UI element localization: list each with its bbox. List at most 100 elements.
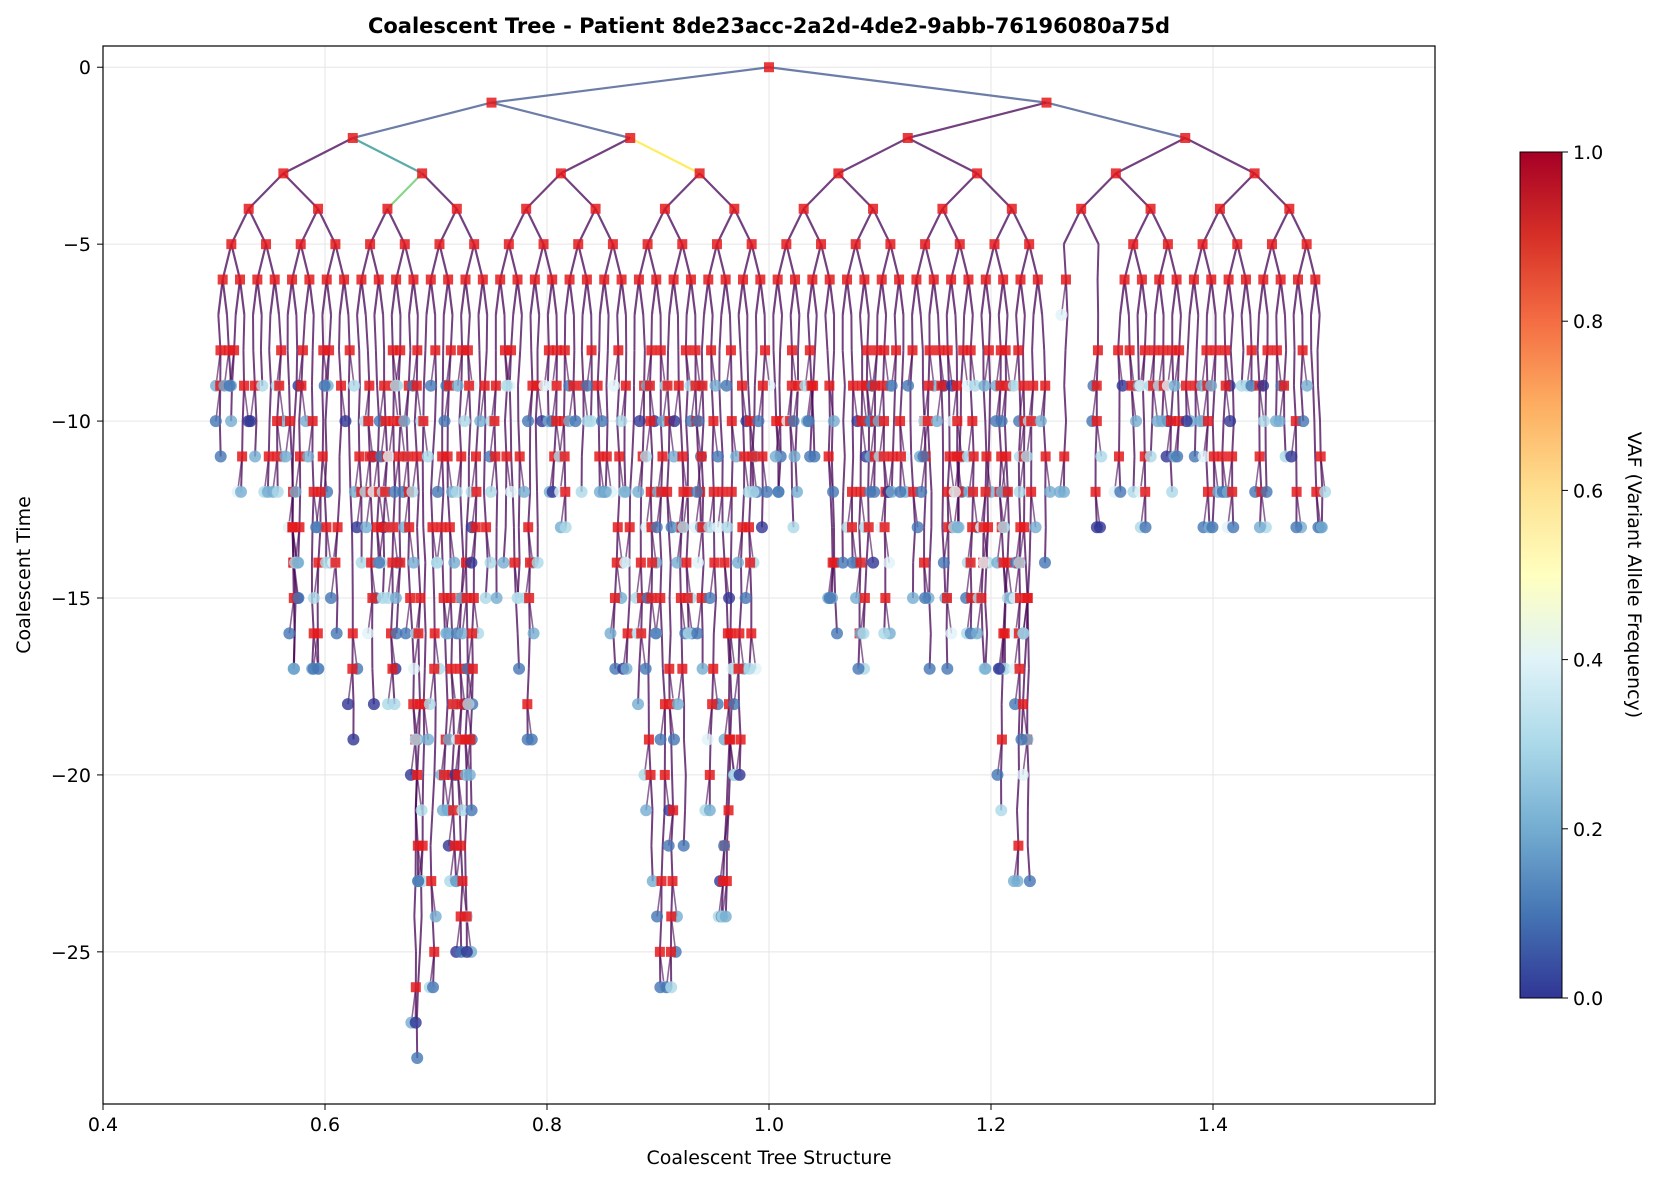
tree-edge	[1010, 208, 1031, 245]
leaf-node	[431, 485, 444, 498]
tree-edge	[666, 385, 671, 422]
tree-edge	[459, 491, 463, 528]
internal-node	[568, 380, 579, 391]
internal-node	[378, 522, 389, 533]
tree-edge	[985, 527, 990, 563]
tree-edge	[646, 208, 666, 245]
tree-edge	[303, 279, 311, 316]
internal-node	[344, 345, 355, 356]
leaf-node	[209, 415, 222, 428]
tree-edge	[741, 385, 745, 422]
tree-edge	[300, 350, 304, 386]
tree-edge	[459, 845, 464, 882]
leaf-node	[390, 627, 403, 640]
internal-node	[372, 522, 383, 533]
leaf-node	[599, 485, 612, 498]
tree-edge	[668, 597, 672, 634]
leaf-node	[662, 839, 675, 852]
leaf-node	[823, 592, 836, 604]
tree-edge	[441, 385, 444, 422]
tree-edge	[291, 527, 295, 563]
tree-edge	[529, 385, 534, 422]
tree-edge	[529, 279, 536, 316]
internal-node	[413, 628, 424, 639]
tree-edge	[451, 774, 455, 811]
tree-edge	[290, 279, 298, 316]
tree-edge	[441, 456, 445, 492]
tree-edge	[440, 491, 445, 528]
internal-node	[524, 557, 535, 568]
tree-edge	[1031, 314, 1035, 351]
tree-edge	[650, 527, 654, 563]
internal-node	[514, 451, 525, 462]
tree-edge	[478, 350, 482, 386]
tree-edge	[503, 421, 508, 457]
tree-edge	[984, 456, 988, 492]
tree-edge	[883, 491, 887, 528]
internal-node	[976, 593, 987, 603]
leaf-node	[1013, 485, 1026, 498]
internal-node	[757, 380, 768, 391]
tree-edge	[384, 456, 389, 492]
internal-node	[911, 274, 922, 285]
tree-edge	[718, 385, 722, 422]
tree-edge	[481, 279, 489, 316]
tree-edge	[718, 314, 723, 351]
tree-edge	[594, 208, 614, 245]
internal-node	[506, 345, 517, 356]
internal-node	[878, 380, 889, 391]
tree-edge	[937, 314, 941, 351]
internal-node	[694, 168, 705, 179]
internal-node	[625, 133, 636, 143]
leaf-node	[718, 839, 731, 852]
tree-edge	[768, 66, 1047, 104]
tree-edge	[286, 279, 294, 316]
tree-edge	[390, 597, 394, 634]
internal-node	[356, 274, 367, 285]
internal-node	[479, 380, 490, 391]
tree-edge	[668, 633, 672, 669]
internal-node	[968, 451, 979, 462]
leaf-node	[1273, 415, 1286, 428]
leaf-node	[1029, 521, 1042, 534]
leaf-node	[639, 450, 652, 463]
internal-node	[223, 345, 234, 356]
internal-node	[363, 416, 374, 427]
leaf-node	[827, 415, 840, 428]
internal-node	[365, 239, 376, 250]
tree-edge	[441, 562, 445, 599]
tree-edge	[711, 456, 715, 492]
internal-node	[448, 699, 459, 710]
leaf-node	[596, 415, 609, 428]
tree-edge	[778, 385, 782, 422]
tree-edge	[910, 279, 918, 316]
tree-edge	[776, 279, 784, 316]
tree-edge	[685, 562, 689, 599]
internal-node	[347, 628, 358, 639]
tree-edge	[998, 491, 1003, 528]
tree-edge	[751, 421, 756, 457]
tree-edge	[1151, 385, 1155, 422]
tree-edge	[605, 421, 609, 457]
tree-edge	[516, 279, 523, 316]
tree-edge	[826, 350, 831, 386]
tree-edge	[513, 562, 517, 599]
internal-node	[958, 345, 969, 356]
tree-edge	[719, 421, 724, 457]
tree-edge	[415, 456, 420, 492]
internal-node	[646, 593, 657, 603]
tree-edge	[1042, 385, 1047, 422]
tree-edge	[729, 704, 733, 740]
tree-edge	[1201, 243, 1213, 280]
internal-node	[697, 380, 708, 391]
tree-edge	[440, 527, 444, 563]
leaf-node	[451, 379, 464, 392]
tree-edge	[640, 597, 644, 634]
tree-edge	[1240, 314, 1245, 351]
tree-edge	[562, 421, 566, 457]
internal-node	[942, 593, 953, 603]
leaf-node	[1016, 768, 1029, 781]
internal-node	[954, 451, 965, 462]
leaf-node	[723, 592, 736, 604]
internal-node	[412, 345, 423, 356]
